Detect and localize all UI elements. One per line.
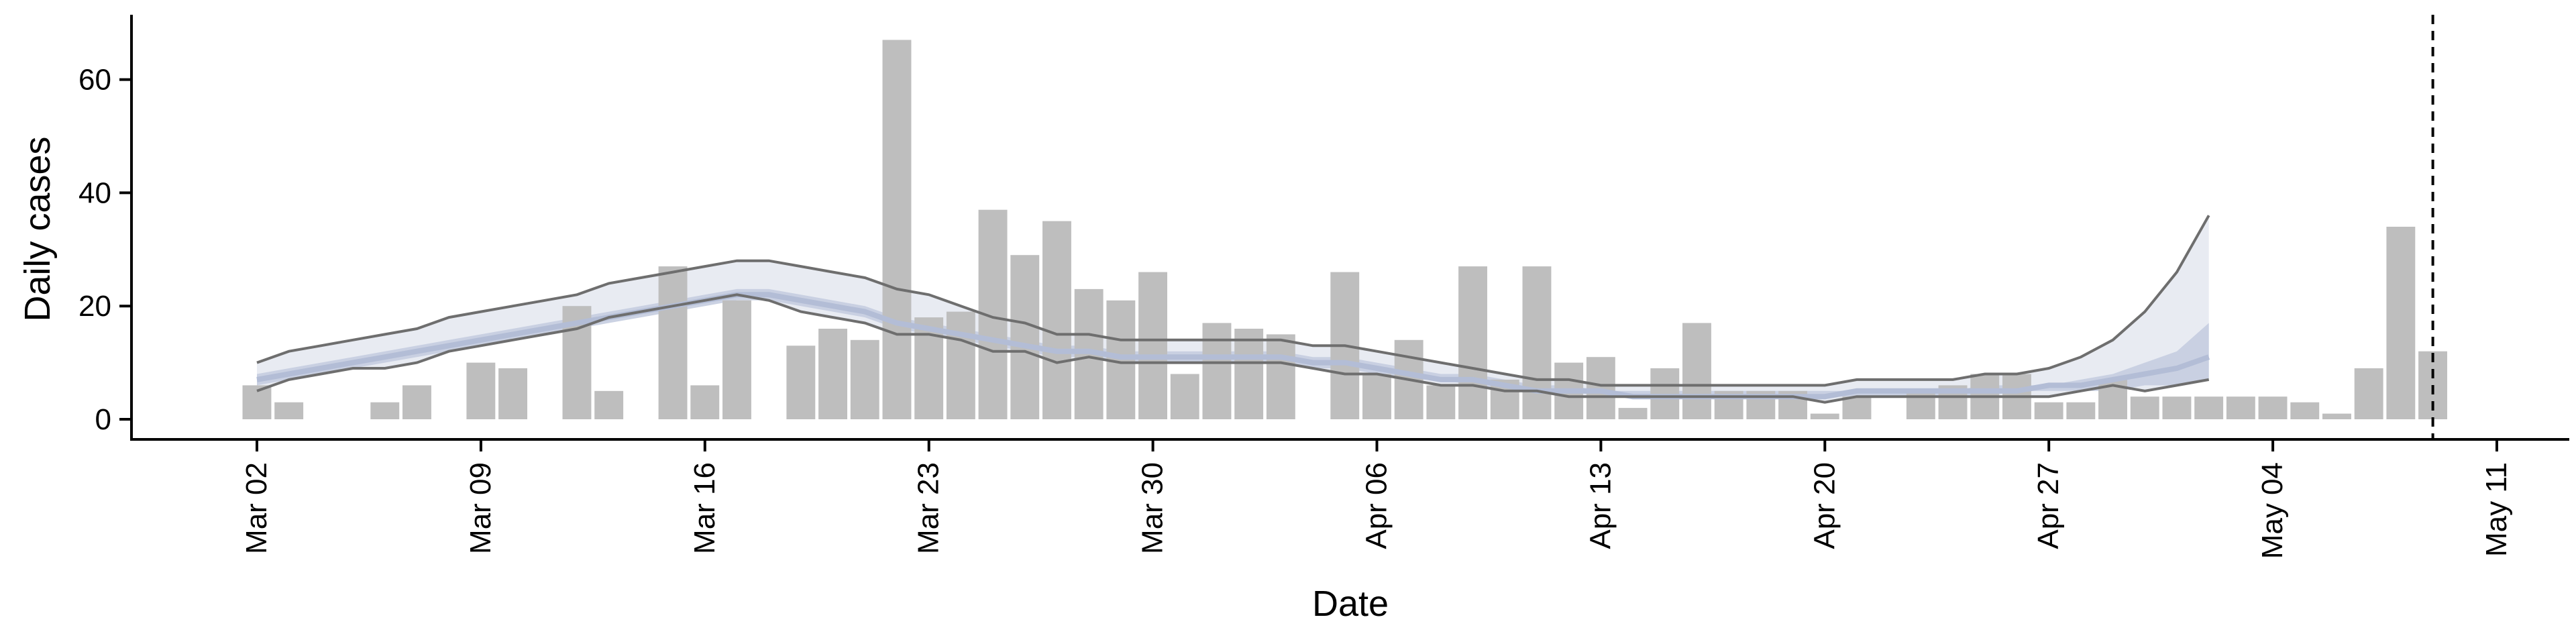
bar (946, 311, 975, 419)
bar (1010, 255, 1040, 419)
y-tick-label: 20 (78, 290, 111, 323)
bar (2034, 402, 2063, 419)
bar (1138, 272, 1167, 419)
bar (658, 266, 688, 419)
bar (2322, 413, 2351, 419)
bar (2354, 368, 2383, 419)
x-tick-label: May 04 (2256, 462, 2289, 559)
bar (370, 402, 400, 419)
bar (1170, 374, 1199, 419)
upper-bound-line (256, 215, 2210, 387)
nowcast-bands (257, 215, 2209, 402)
lower-bound-line (256, 293, 2210, 404)
bar (722, 300, 751, 419)
bar (786, 345, 816, 419)
bar (690, 385, 720, 419)
bar (1586, 357, 1615, 419)
bar (274, 402, 304, 419)
bar (1362, 374, 1391, 419)
y-tick-label: 40 (78, 176, 111, 209)
bar (1810, 413, 1839, 419)
bar (1266, 334, 1295, 419)
bar (498, 368, 527, 419)
bar (2130, 396, 2159, 419)
x-axis-title: Date (1312, 584, 1389, 624)
bar (1906, 390, 1935, 419)
x-tick-label: Apr 27 (2032, 462, 2065, 549)
x-tick-label: Apr 06 (1360, 462, 1393, 549)
x-tick-label: May 11 (2480, 462, 2513, 557)
bar (2226, 396, 2255, 419)
outer-uncertainty-band (257, 215, 2209, 402)
y-axis-title: Daily cases (17, 136, 58, 321)
bar (2162, 396, 2192, 419)
axes (130, 15, 2569, 441)
x-tick-label: Mar 23 (912, 462, 945, 554)
bar (850, 339, 879, 419)
y-tick-label: 60 (78, 64, 111, 97)
bar (402, 385, 431, 419)
bar (2066, 402, 2096, 419)
x-tick-label: Apr 20 (1808, 462, 1841, 549)
x-tick-label: Apr 13 (1584, 462, 1617, 549)
x-tick-label: Mar 30 (1136, 462, 1169, 554)
bar (242, 385, 272, 419)
bar (466, 362, 496, 419)
bar (1458, 266, 1487, 419)
y-tick-label: 0 (95, 403, 111, 436)
bar (2290, 402, 2320, 419)
x-axis-ticks: Mar 02 Mar 09 Mar 16 Mar 23 Mar 30 Apr 06 Apr … (240, 439, 2513, 559)
bar (1522, 266, 1552, 419)
bar (2386, 227, 2416, 419)
x-tick-label: Mar 09 (464, 462, 497, 554)
bar (594, 390, 624, 419)
bar (1426, 385, 1456, 419)
bar (882, 40, 912, 419)
y-axis-ticks: 0 20 40 60 (78, 64, 131, 436)
bar (1682, 323, 1711, 419)
x-tick-label: Mar 16 (688, 462, 721, 554)
bar (818, 329, 847, 419)
bar (1042, 221, 1071, 419)
median-line (256, 292, 2210, 400)
x-tick-label: Mar 02 (240, 462, 273, 554)
bar (1234, 329, 1264, 419)
bar (1202, 323, 1232, 419)
bar (1650, 368, 1680, 419)
nowcast-lines (256, 215, 2210, 404)
bar (1842, 396, 1872, 419)
bar (2258, 396, 2288, 419)
bar (1618, 408, 1648, 419)
bar (2194, 396, 2224, 419)
